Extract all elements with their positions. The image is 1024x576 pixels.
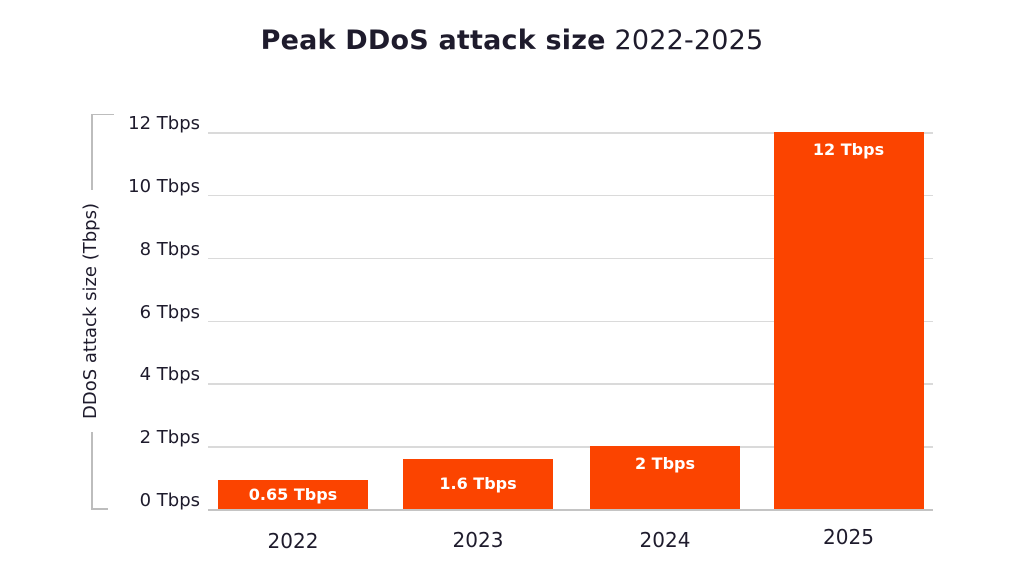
y-tick-label: 4 Tbps [139, 364, 200, 386]
bar-2023: 1.6 Tbps [403, 458, 553, 509]
bar-value-label: 0.65 Tbps [248, 484, 338, 504]
gridline-0-tbps [208, 509, 933, 511]
chart-title-year-range: 2022-2025 [614, 25, 764, 56]
y-axis-top-cap [91, 113, 114, 115]
gridline-4-tbps [208, 383, 933, 385]
chart-title-main: Peak DDoS attack size [260, 25, 606, 56]
x-tick-label-2025: 2025 [823, 525, 874, 549]
bar-2024: 2 Tbps [590, 446, 740, 509]
y-axis-title: DDoS attack size (Tbps) [80, 190, 102, 432]
chart-title: Peak DDoS attack size 2022-2025 [0, 25, 1024, 56]
bar-value-label: 2 Tbps [634, 454, 696, 474]
y-tick-label: 2 Tbps [139, 427, 200, 449]
bar-value-label: 12 Tbps [812, 140, 885, 159]
gridline-8-tbps [208, 257, 933, 260]
x-tick-label-2022: 2022 [267, 529, 319, 553]
y-tick-label: 8 Tbps [139, 238, 200, 260]
y-axis-bottom-cap [91, 508, 108, 510]
bar-2025: 12 Tbps [773, 132, 924, 509]
gridline-10-tbps [208, 194, 933, 197]
y-tick-label: 0 Tbps [139, 490, 200, 511]
gridline-12-tbps [208, 132, 933, 134]
y-tick-label: 12 Tbps [128, 113, 200, 134]
x-tick-label-2024: 2024 [639, 528, 691, 552]
y-tick-label: 10 Tbps [128, 175, 200, 197]
x-tick-label-2023: 2023 [452, 528, 504, 552]
gridline-2-tbps [208, 446, 933, 448]
bar-value-label: 1.6 Tbps [439, 473, 517, 493]
gridline-6-tbps [208, 320, 933, 322]
y-tick-label: 6 Tbps [139, 301, 200, 323]
bar-2022: 0.65 Tbps [218, 480, 368, 509]
